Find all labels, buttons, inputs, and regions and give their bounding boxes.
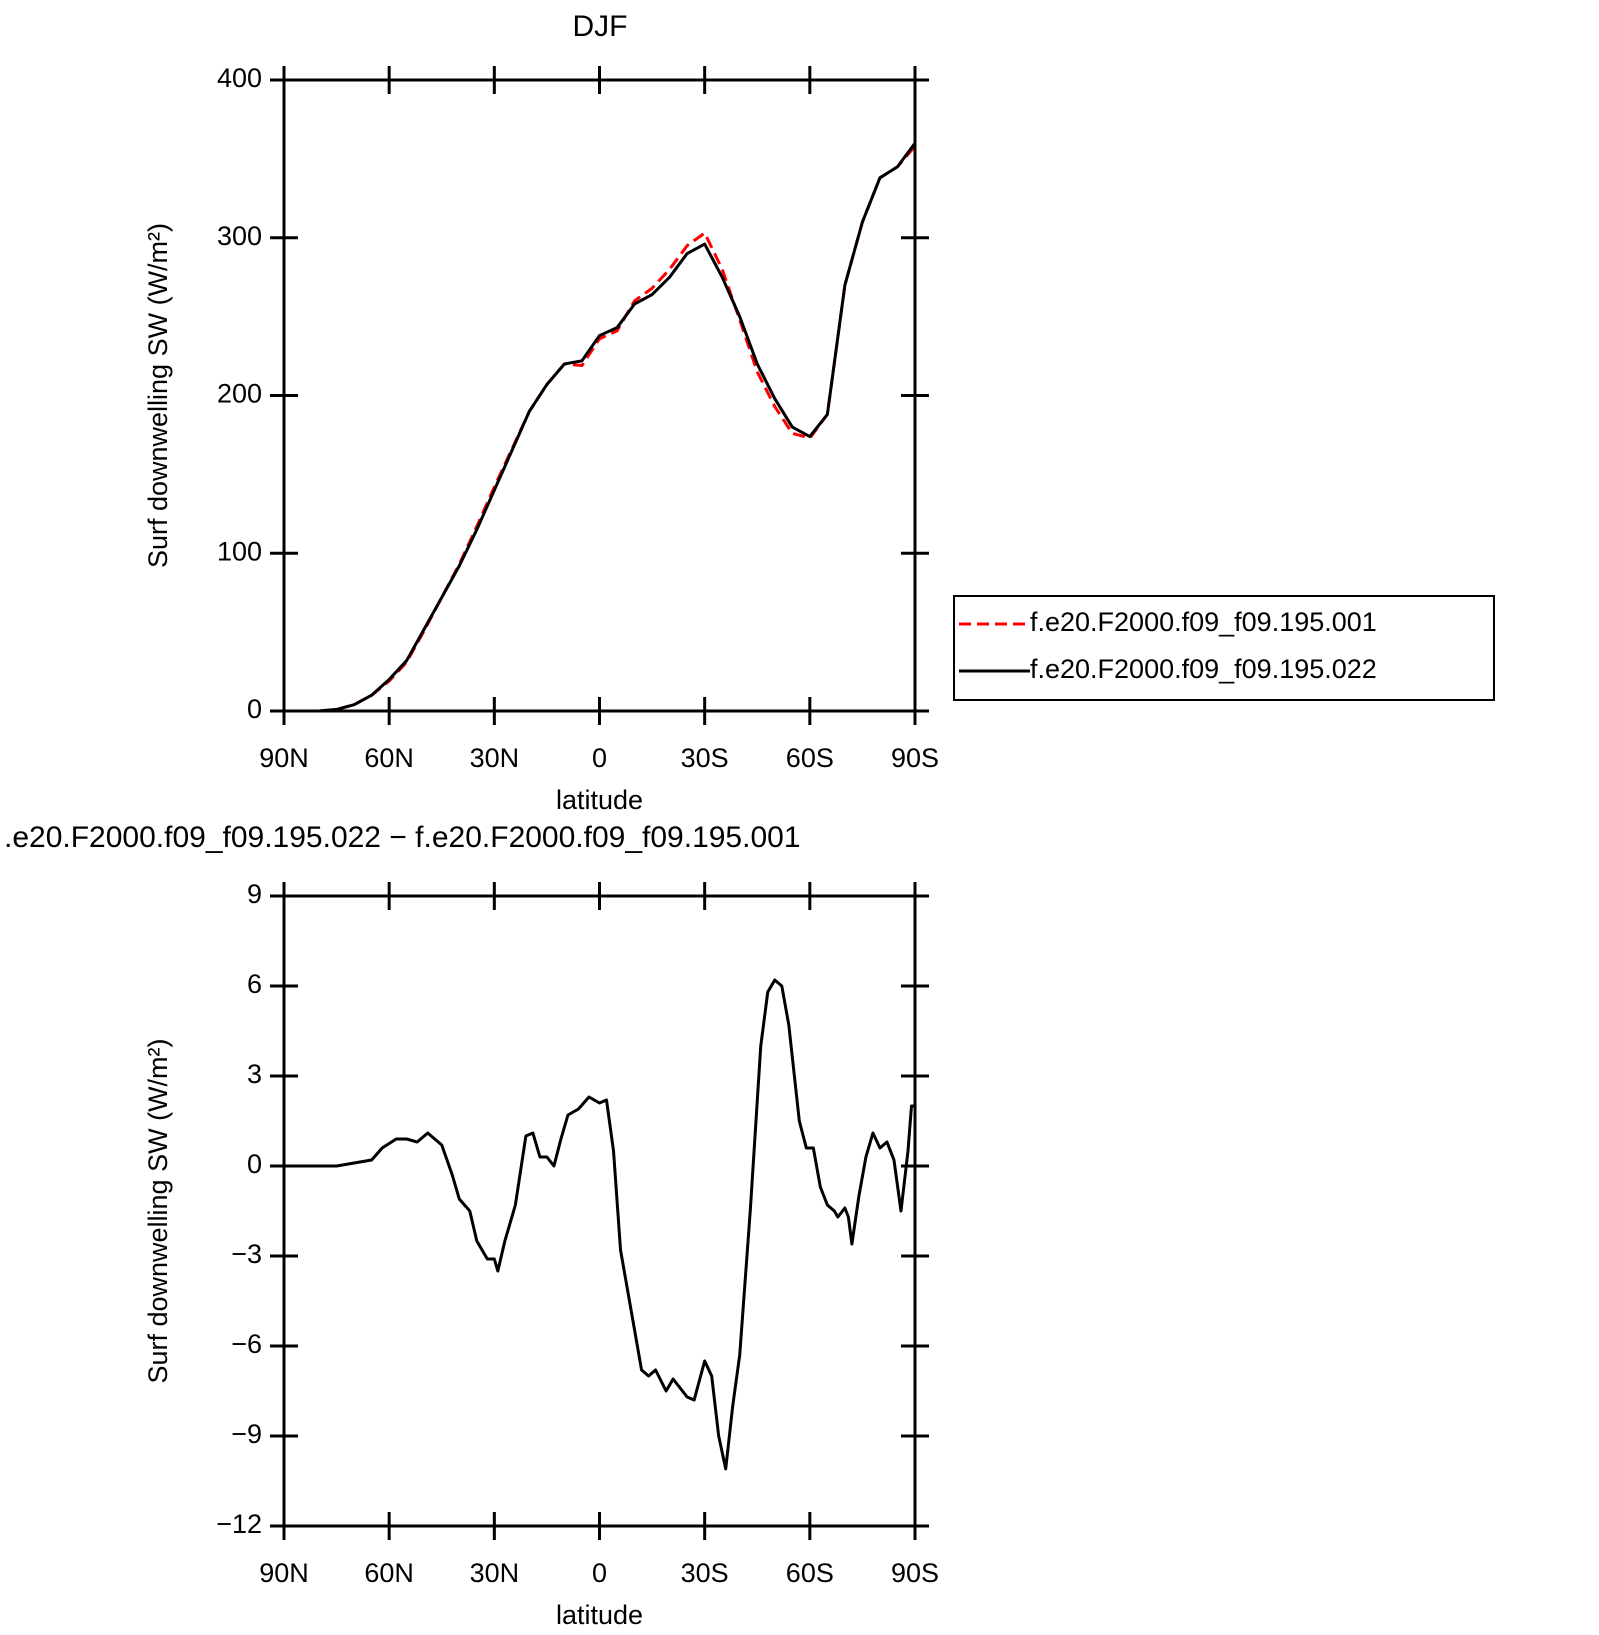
data-line — [284, 142, 917, 713]
legend-box — [953, 595, 1495, 701]
chart-title: DJF — [573, 10, 628, 43]
y-tick-label: −3 — [231, 1239, 262, 1269]
x-tick-label: 60N — [364, 1558, 414, 1588]
y-tick-label: 6 — [247, 969, 262, 999]
x-tick-label: 60S — [786, 1558, 834, 1588]
x-tick-label: 90S — [891, 1558, 939, 1588]
x-tick-label: 30N — [470, 743, 520, 773]
data-line — [284, 978, 915, 1471]
data-line — [284, 145, 917, 713]
x-tick-label: 0 — [592, 1558, 607, 1588]
y-tick-label: −6 — [231, 1329, 262, 1359]
x-tick-label: 90N — [259, 743, 309, 773]
y-tick-label: −9 — [231, 1419, 262, 1449]
y-tick-label: −12 — [216, 1509, 262, 1539]
y-tick-label: 200 — [217, 379, 262, 409]
plot-frame — [282, 78, 917, 713]
legend-label: f.e20.F2000.f09_f09.195.022 — [1030, 654, 1377, 684]
x-tick-label: 0 — [592, 743, 607, 773]
chart-title: .e20.F2000.f09_f09.195.022 − f.e20.F2000… — [4, 821, 801, 854]
y-axis-label: Surf downwelling SW (W/m²) — [143, 223, 173, 568]
x-tick-label: 30S — [681, 743, 729, 773]
y-tick-label: 100 — [217, 536, 262, 566]
x-tick-label: 60S — [786, 743, 834, 773]
x-tick-label: 90N — [259, 1558, 309, 1588]
x-tick-label: 60N — [364, 743, 414, 773]
y-tick-label: 300 — [217, 221, 262, 251]
y-axis-label: Surf downwelling SW (W/m²) — [143, 1038, 173, 1383]
y-tick-label: 9 — [247, 879, 262, 909]
legend-label: f.e20.F2000.f09_f09.195.001 — [1030, 607, 1377, 637]
x-axis-label: latitude — [556, 1600, 643, 1630]
y-tick-label: 400 — [217, 63, 262, 93]
x-tick-label: 30S — [681, 1558, 729, 1588]
y-tick-label: 0 — [247, 694, 262, 724]
x-axis-label: latitude — [556, 785, 643, 815]
x-tick-label: 30N — [470, 1558, 520, 1588]
y-tick-label: 3 — [247, 1059, 262, 1089]
plot-frame — [282, 894, 917, 1528]
y-tick-label: 0 — [247, 1149, 262, 1179]
x-tick-label: 90S — [891, 743, 939, 773]
